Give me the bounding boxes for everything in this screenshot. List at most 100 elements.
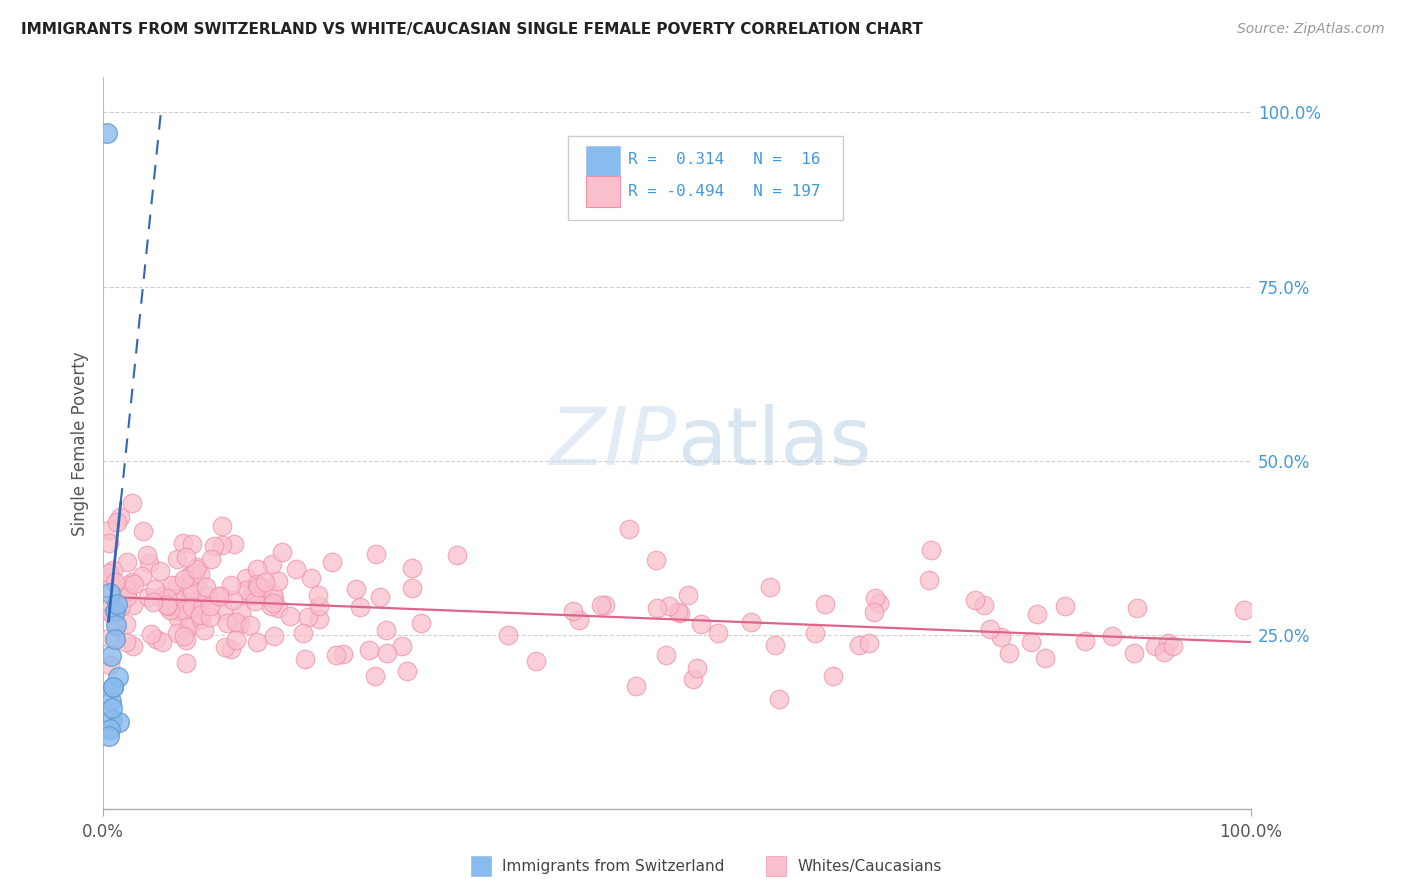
Point (217, 616, 239, 631)
Point (368, 590, 391, 604)
Point (308, 612, 330, 626)
Point (243, 588, 266, 602)
Point (187, 605, 209, 619)
Point (682, 672, 704, 686)
Point (202, 540, 225, 554)
Point (186, 576, 208, 591)
Point (173, 603, 195, 617)
Text: IMMIGRANTS FROM SWITZERLAND VS WHITE/CAUCASIAN SINGLE FEMALE POVERTY CORRELATION: IMMIGRANTS FROM SWITZERLAND VS WHITE/CAU… (21, 22, 922, 37)
Point (98, 657, 121, 672)
Point (181, 583, 204, 598)
Point (104, 604, 127, 618)
Point (401, 560, 423, 574)
Point (107, 670, 129, 684)
Point (740, 615, 762, 629)
Point (122, 639, 145, 653)
Point (115, 586, 138, 600)
Point (568, 613, 591, 627)
Point (920, 543, 942, 558)
Point (868, 596, 890, 610)
Point (188, 608, 211, 623)
Point (411, 615, 433, 630)
Point (848, 638, 870, 652)
Point (200, 552, 222, 566)
Point (308, 599, 330, 613)
Point (166, 611, 188, 625)
Point (115, 617, 138, 632)
Point (1233, 603, 1256, 617)
Point (174, 656, 197, 670)
Point (301, 571, 323, 585)
Point (865, 591, 887, 606)
Point (179, 595, 201, 609)
Point (1025, 607, 1047, 622)
Point (180, 600, 202, 615)
Point (344, 582, 367, 596)
Point (973, 598, 995, 612)
Point (186, 559, 208, 574)
Point (97, 729, 120, 743)
Point (254, 574, 277, 589)
Point (219, 641, 242, 656)
Point (990, 630, 1012, 644)
Point (214, 640, 236, 654)
Point (104, 617, 127, 632)
Point (375, 646, 398, 660)
Point (246, 562, 269, 576)
Point (263, 592, 285, 607)
Point (117, 578, 139, 592)
Point (965, 593, 987, 607)
Point (177, 619, 200, 633)
Point (97, 632, 120, 646)
Point (103, 681, 125, 695)
Point (198, 599, 221, 613)
Point (172, 604, 194, 618)
Point (1143, 639, 1166, 653)
Point (121, 496, 143, 510)
Point (366, 547, 388, 561)
Point (291, 626, 314, 640)
Point (245, 594, 267, 608)
Point (160, 578, 183, 592)
Point (110, 599, 132, 613)
Point (156, 599, 179, 613)
Point (100, 648, 122, 663)
Point (169, 591, 191, 606)
Point (211, 589, 233, 603)
Point (145, 632, 167, 647)
Point (979, 622, 1001, 636)
Point (763, 639, 786, 653)
Point (110, 509, 132, 524)
Point (1073, 634, 1095, 648)
Point (1161, 640, 1184, 654)
Point (197, 589, 219, 603)
Point (190, 612, 212, 626)
Point (122, 577, 145, 591)
Point (524, 654, 547, 668)
Point (121, 575, 143, 590)
Point (240, 589, 263, 603)
Point (101, 701, 124, 715)
Point (181, 537, 204, 551)
Point (617, 522, 640, 536)
Point (150, 635, 173, 649)
Point (235, 583, 257, 598)
Point (132, 524, 155, 538)
Point (117, 590, 139, 604)
Point (193, 623, 215, 637)
Point (247, 580, 270, 594)
Point (395, 665, 418, 679)
Point (212, 603, 235, 617)
FancyBboxPatch shape (586, 145, 620, 177)
Point (191, 599, 214, 613)
Point (235, 571, 257, 585)
Point (143, 582, 166, 597)
Point (166, 552, 188, 566)
Point (219, 578, 242, 592)
Point (155, 591, 177, 605)
Point (647, 600, 669, 615)
Point (96, 126, 118, 140)
Point (297, 610, 319, 624)
Point (1153, 645, 1175, 659)
Point (135, 548, 157, 562)
